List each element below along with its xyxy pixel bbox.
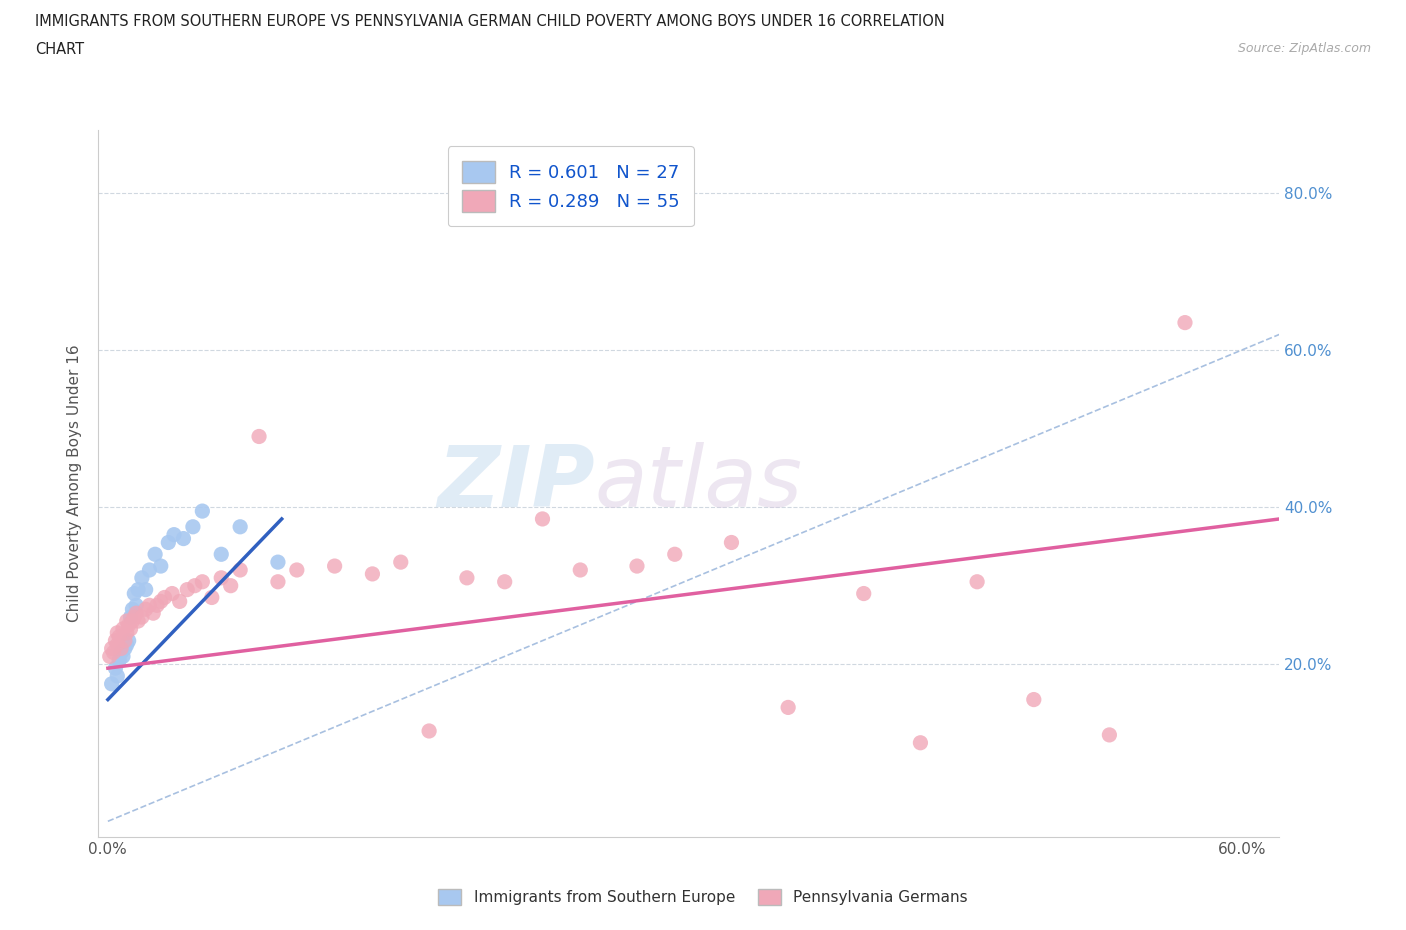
Point bbox=[120, 610, 142, 625]
Point bbox=[323, 559, 346, 574]
Point bbox=[100, 676, 122, 691]
Point bbox=[108, 630, 131, 644]
Point bbox=[118, 618, 141, 632]
Point bbox=[115, 614, 138, 629]
Point bbox=[361, 566, 384, 581]
Point bbox=[110, 645, 132, 660]
Text: atlas: atlas bbox=[595, 442, 803, 525]
Point bbox=[1098, 727, 1121, 742]
Point bbox=[229, 563, 252, 578]
Point bbox=[135, 602, 157, 617]
Point bbox=[105, 637, 128, 652]
Point bbox=[1174, 315, 1197, 330]
Point bbox=[966, 575, 988, 590]
Point bbox=[169, 594, 191, 609]
Point bbox=[105, 669, 128, 684]
Point bbox=[456, 570, 478, 585]
Point bbox=[118, 633, 141, 648]
Point bbox=[267, 575, 290, 590]
Text: Source: ZipAtlas.com: Source: ZipAtlas.com bbox=[1237, 42, 1371, 55]
Point bbox=[569, 563, 592, 578]
Text: IMMIGRANTS FROM SOUTHERN EUROPE VS PENNSYLVANIA GERMAN CHILD POVERTY AMONG BOYS : IMMIGRANTS FROM SOUTHERN EUROPE VS PENNS… bbox=[35, 14, 945, 29]
Point bbox=[160, 586, 183, 601]
Point bbox=[115, 625, 138, 640]
Point bbox=[104, 633, 127, 648]
Point bbox=[531, 512, 554, 526]
Text: CHART: CHART bbox=[35, 42, 84, 57]
Point bbox=[142, 605, 165, 620]
Point bbox=[124, 586, 146, 601]
Point bbox=[131, 570, 153, 585]
Point bbox=[494, 575, 516, 590]
Point bbox=[157, 535, 180, 550]
Point bbox=[125, 605, 148, 620]
Point bbox=[1022, 692, 1045, 707]
Point bbox=[124, 610, 146, 625]
Point bbox=[121, 614, 143, 629]
Point bbox=[120, 621, 142, 636]
Point bbox=[100, 641, 122, 656]
Point bbox=[209, 570, 232, 585]
Point bbox=[163, 527, 186, 542]
Point bbox=[127, 614, 149, 629]
Point bbox=[143, 547, 166, 562]
Legend: Immigrants from Southern Europe, Pennsylvania Germans: Immigrants from Southern Europe, Pennsyl… bbox=[430, 882, 976, 913]
Point bbox=[103, 645, 125, 660]
Point bbox=[105, 625, 128, 640]
Point bbox=[247, 429, 270, 444]
Point bbox=[191, 575, 214, 590]
Point bbox=[176, 582, 198, 597]
Point bbox=[285, 563, 308, 578]
Point bbox=[184, 578, 207, 593]
Point bbox=[138, 563, 160, 578]
Point bbox=[115, 637, 138, 652]
Point bbox=[389, 554, 412, 569]
Point bbox=[626, 559, 648, 574]
Legend: R = 0.601   N = 27, R = 0.289   N = 55: R = 0.601 N = 27, R = 0.289 N = 55 bbox=[447, 146, 695, 227]
Point bbox=[172, 531, 194, 546]
Point bbox=[418, 724, 440, 738]
Point bbox=[146, 598, 169, 613]
Point bbox=[114, 633, 136, 648]
Text: ZIP: ZIP bbox=[437, 442, 595, 525]
Point bbox=[219, 578, 242, 593]
Point bbox=[111, 621, 134, 636]
Point bbox=[149, 559, 172, 574]
Point bbox=[108, 653, 131, 668]
Point bbox=[121, 602, 143, 617]
Point bbox=[98, 649, 121, 664]
Point bbox=[720, 535, 742, 550]
Point bbox=[229, 519, 252, 534]
Point bbox=[191, 504, 214, 519]
Point bbox=[778, 700, 800, 715]
Point bbox=[110, 641, 132, 656]
Point bbox=[138, 598, 160, 613]
Point bbox=[201, 590, 224, 604]
Point bbox=[127, 582, 149, 597]
Point bbox=[664, 547, 686, 562]
Point bbox=[131, 610, 153, 625]
Point bbox=[125, 598, 148, 613]
Point bbox=[149, 594, 172, 609]
Point bbox=[114, 641, 136, 656]
Point bbox=[209, 547, 232, 562]
Point bbox=[135, 582, 157, 597]
Point bbox=[111, 649, 134, 664]
Point bbox=[852, 586, 875, 601]
Point bbox=[104, 660, 127, 675]
Point bbox=[910, 736, 932, 751]
Point bbox=[267, 554, 290, 569]
Point bbox=[153, 590, 176, 604]
Point bbox=[181, 519, 204, 534]
Y-axis label: Child Poverty Among Boys Under 16: Child Poverty Among Boys Under 16 bbox=[67, 345, 83, 622]
